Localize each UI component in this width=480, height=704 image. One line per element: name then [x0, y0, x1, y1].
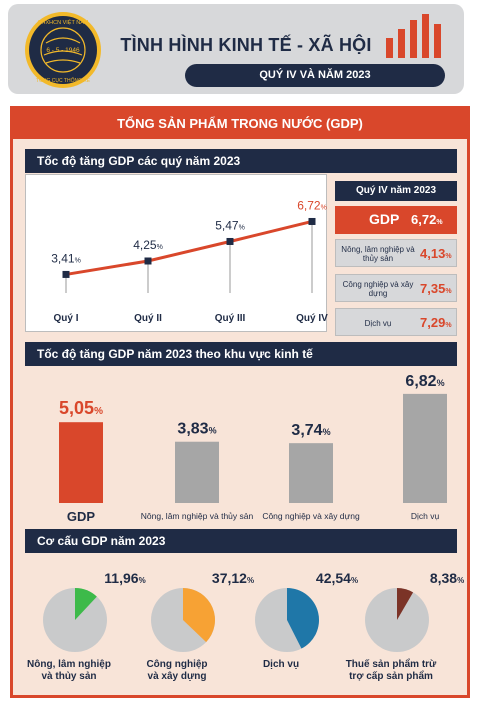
data-point [308, 217, 316, 225]
data-label: 3,83% [177, 421, 216, 438]
x-tick-label: Quý III [215, 313, 246, 324]
data-label: 3,74% [291, 422, 330, 439]
data-label: 37,12% [212, 570, 254, 586]
category-label: Nông, lâm nghiệp và thủy sản [27, 659, 111, 682]
page-subtitle: QUÝ IV VÀ NĂM 2023 [185, 64, 445, 87]
q4-sector-label: Nông, lâm nghiệp và thủy sản [341, 245, 415, 263]
bar [403, 393, 447, 503]
pie-slice [287, 588, 319, 649]
data-label: 5,47% [215, 218, 245, 232]
q4-sector-value: 7,29% [420, 315, 452, 330]
header: 6 - 5 - 1946 CHXHCN VIỆT NAM TỔNG CỤC TH… [8, 4, 464, 94]
x-tick-label: Quý IV [296, 313, 328, 324]
q4-sector-agriculture: Nông, lâm nghiệp và thủy sản 4,13% [335, 239, 457, 267]
quarterly-line-chart: 3,41% Quý I 4,25% Quý II 5,47% Quý III 6,72% Qu… [51, 198, 328, 324]
x-tick-label: Dịch vụ [411, 511, 440, 521]
bar [59, 422, 103, 503]
sector-bar-chart: 5,05% GDP 3,83% Nông, lâm nghiệp và thủy sả… [59, 373, 447, 524]
structure-pie-charts: 11,96% Nông, lâm nghiệp và thủy sản 37,12% C… [27, 570, 464, 682]
q4-gdp-box: GDP 6,72% [335, 206, 457, 234]
x-tick-label: Quý II [134, 313, 162, 324]
q4-panel-heading: Quý IV năm 2023 [335, 181, 457, 201]
data-label: 11,96% [104, 570, 145, 586]
q4-gdp-value: 6,72% [411, 212, 443, 227]
gdp-banner: TỔNG SẢN PHẨM TRONG NƯỚC (GDP) [13, 109, 467, 139]
section-quarterly-title: Tốc độ tăng GDP các quý năm 2023 [25, 149, 457, 173]
category-label: Dịch vụ [263, 659, 299, 670]
category-label: Công nghiệp và xây dựng [146, 659, 207, 682]
q4-sector-industry: Công nghiệp và xây dựng 7,35% [335, 274, 457, 302]
logo-text-top: CHXHCN VIỆT NAM [38, 18, 89, 26]
data-label: 6,72% [297, 198, 327, 212]
pie-slice [183, 588, 215, 643]
q4-sector-value: 7,35% [420, 281, 452, 296]
q4-sector-label: Dịch vụ [364, 318, 392, 328]
x-tick-label: Quý I [53, 313, 78, 324]
bar [175, 441, 219, 503]
q4-sector-label: Công nghiệp và xây dựng [342, 280, 414, 298]
gdp-panel: TỔNG SẢN PHẨM TRONG NƯỚC (GDP) Tốc độ tă… [10, 106, 470, 698]
q4-sector-value: 4,13% [420, 246, 452, 261]
data-point [62, 270, 70, 278]
gso-logo-icon: 6 - 5 - 1946 CHXHCN VIỆT NAM TỔNG CỤC TH… [25, 12, 101, 88]
bar [289, 443, 333, 503]
category-label: Thuế sản phẩm trừ trợ cấp sản phẩm [346, 658, 437, 682]
section-structure-title: Cơ cấu GDP năm 2023 [25, 529, 457, 553]
x-tick-label: GDP [67, 509, 96, 524]
logo-date: 6 - 5 - 1946 [46, 47, 80, 54]
page-title: TÌNH HÌNH KINH TẾ - XÃ HỘI [120, 35, 372, 55]
data-label: 42,54% [316, 570, 358, 586]
data-point [226, 237, 234, 245]
series-line [65, 220, 313, 276]
logo-text-bottom: TỔNG CỤC THỐNG KÊ [36, 76, 91, 84]
data-label: 5,05% [59, 398, 103, 418]
pie-slice [75, 588, 97, 620]
data-point [144, 257, 152, 265]
x-tick-label: Nông, lâm nghiệp và thủy sản [141, 511, 254, 521]
q4-gdp-label: GDP [369, 211, 400, 227]
data-label: 4,25% [133, 238, 163, 252]
pie-slice [397, 588, 414, 620]
data-label: 8,38% [430, 570, 464, 586]
q4-sector-services: Dịch vụ 7,29% [335, 308, 457, 336]
bar-chart-icon [386, 14, 441, 58]
data-label: 3,41% [51, 251, 81, 265]
x-tick-label: Công nghiệp và xây dựng [262, 511, 360, 521]
quarterly-chart-box: 3,41% Quý I 4,25% Quý II 5,47% Quý III 6,72% Qu… [25, 174, 328, 332]
data-label: 6,82% [405, 373, 444, 390]
section-by-sector-title: Tốc độ tăng GDP năm 2023 theo khu vực ki… [25, 342, 457, 366]
